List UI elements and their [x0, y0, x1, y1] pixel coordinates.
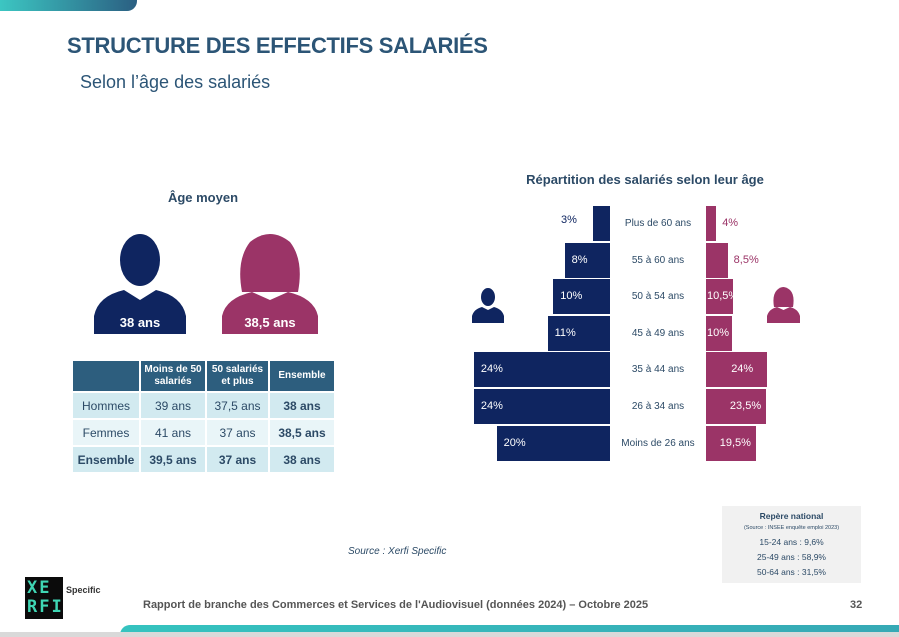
age-moyen-title: Âge moyen [167, 190, 239, 205]
table-cell: Femmes [73, 420, 139, 445]
female-bar-label: 24% [731, 363, 754, 376]
table-cell: 38,5 ans [270, 420, 334, 445]
male-bar-label: 10% [560, 290, 583, 303]
male-bar [547, 315, 610, 351]
female-person-icon: 38,5 ans [222, 230, 318, 334]
table-row: Ensemble 39,5 ans 37 ans 38 ans [73, 447, 334, 472]
female-bar-label: 10,5% [707, 290, 739, 303]
age-category-label: Moins de 26 ans [621, 437, 695, 449]
female-age-label: 38,5 ans [244, 315, 296, 330]
male-bar [553, 279, 610, 315]
female-bar-label: 4% [722, 217, 739, 229]
female-bar [706, 425, 756, 461]
age-table: Moins de 50 salariés 50 salariés et plus… [71, 359, 336, 474]
male-bar-label: 24% [480, 363, 503, 376]
table-header [73, 361, 139, 391]
age-category-label: 26 à 34 ans [631, 401, 685, 412]
page-subtitle: Selon l’âge des salariés [80, 72, 271, 92]
male-bar-label: 11% [554, 326, 576, 339]
source-note: Source : Xerfi Specific [348, 546, 447, 557]
female-bar-label: 10% [707, 326, 730, 339]
table-header: Moins de 50 salariés [141, 361, 205, 391]
page-title: STRUCTURE DES EFFECTIFS SALARIÉS [67, 33, 488, 58]
female-bar [706, 352, 768, 388]
bottom-divider [0, 632, 899, 637]
male-bar-label: 8% [571, 253, 588, 266]
male-bar-label: 24% [480, 400, 503, 412]
female-bar-label: 8,5% [733, 253, 759, 266]
repere-line: 15-24 ans : 9,6% [759, 537, 824, 547]
top-accent-bar [0, 0, 137, 11]
table-cell: Ensemble [73, 447, 139, 472]
table-cell: 37,5 ans [207, 393, 268, 418]
table-cell: 39,5 ans [141, 447, 205, 472]
male-person-icon [472, 286, 504, 323]
female-bar-label: 23,5% [729, 400, 762, 412]
chart-title: Répartition des salariés selon leur âge [526, 172, 764, 187]
female-bar [706, 206, 717, 241]
table-cell: 41 ans [141, 420, 205, 445]
male-bar [564, 242, 610, 278]
repere-line: 50-64 ans : 31,5% [757, 567, 826, 577]
table-row: Femmes 41 ans 37 ans 38,5 ans [73, 420, 334, 445]
female-bar-label: 19,5% [719, 436, 751, 449]
female-person-icon [767, 285, 800, 323]
female-bar [706, 389, 766, 424]
table-header: Ensemble [270, 361, 334, 391]
table-cell: 39 ans [141, 393, 205, 418]
male-bar [473, 389, 610, 424]
female-bar [706, 315, 732, 351]
table-cell: 37 ans [207, 420, 268, 445]
logo-specific: Specific [66, 585, 101, 595]
male-person-icon: 38 ans [94, 230, 186, 334]
table-header: 50 salariés et plus [207, 361, 268, 391]
age-category-label: 50 à 54 ans [631, 291, 685, 303]
male-bar-label: 20% [503, 436, 526, 449]
repere-title: Repère national [759, 511, 824, 521]
table-cell: 38 ans [270, 393, 334, 418]
repere-national-box: Repère national (Source : INSEE enquête … [722, 506, 861, 583]
table-cell: Hommes [73, 393, 139, 418]
repere-source: (Source : INSEE enquête emploi 2023) [743, 525, 840, 531]
page-number: 32 [850, 599, 863, 611]
footer-text: Rapport de branche des Commerces et Serv… [143, 599, 649, 611]
table-cell: 37 ans [207, 447, 268, 472]
table-row: Hommes 39 ans 37,5 ans 38 ans [73, 393, 334, 418]
xerfi-logo: XE RFI [25, 577, 64, 619]
age-category-label: 45 à 49 ans [631, 327, 685, 339]
male-bar [592, 206, 610, 241]
age-category-label: 35 à 44 ans [631, 364, 685, 376]
age-category-label: Plus de 60 ans [624, 218, 692, 229]
male-bar [496, 425, 610, 461]
male-bar [473, 352, 610, 388]
repere-line: 25-49 ans : 58,9% [757, 552, 826, 562]
male-bar-label: 3% [560, 214, 577, 226]
table-header-row: Moins de 50 salariés 50 salariés et plus… [73, 361, 334, 391]
female-bar [706, 242, 728, 278]
age-category-label: 55 à 60 ans [631, 254, 685, 266]
female-bar [706, 279, 733, 315]
table-cell: 38 ans [270, 447, 334, 472]
male-age-label: 38 ans [119, 315, 161, 330]
